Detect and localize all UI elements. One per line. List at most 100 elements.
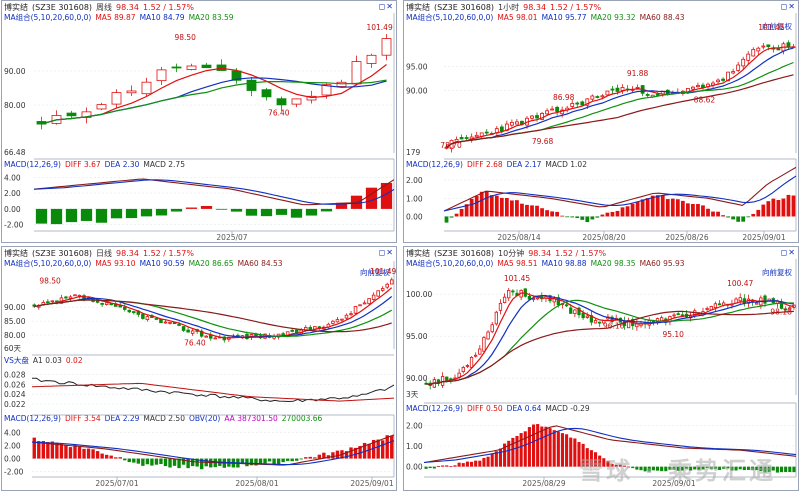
ma60-value: MA60 95.93 — [639, 259, 685, 268]
candle-body — [635, 323, 639, 328]
candle-body — [213, 337, 218, 340]
macd-histogram-bar — [680, 200, 685, 217]
macd-histogram-bar — [627, 466, 631, 468]
macd-histogram-bar — [199, 458, 204, 470]
candle-body — [494, 311, 498, 325]
ma60-value: MA60 88.43 — [639, 13, 685, 22]
macd-histogram-bar — [80, 208, 93, 221]
candle-body — [126, 90, 137, 94]
macd-histogram-bar — [454, 213, 459, 217]
price: 98.34 — [116, 249, 139, 258]
macd-histogram-bar — [600, 214, 605, 217]
candle-body — [199, 330, 204, 337]
macd-histogram-bar — [738, 466, 742, 470]
macd-histogram-bar — [689, 466, 693, 471]
macd-histogram-bar — [643, 466, 647, 472]
macd-histogram-bar — [635, 201, 640, 217]
daily-chart[interactable]: 90.00 85.00 80.00 98.50 101.49 76.40 60天 4.00 2.… — [2, 247, 396, 490]
fq-toggle[interactable]: 向前复权 — [360, 268, 390, 277]
panel-hourly[interactable]: 博实结 (SZ3E 301608) 1小时 98.34 1.52 / 1.57% ◻✕ … — [403, 0, 799, 243]
candle-body — [445, 376, 449, 381]
macd-histogram-bar — [560, 215, 565, 217]
candle-body — [141, 81, 152, 95]
macd-histogram-bar — [358, 446, 362, 459]
macd-histogram-bar — [141, 458, 145, 466]
min10-chart[interactable]: 100.00 95.00 90.00 101.45 100.47 96.16 95.10 98… — [404, 247, 798, 490]
candle-body — [186, 329, 190, 333]
macd-histogram-bar — [55, 442, 59, 459]
candle-body — [454, 139, 459, 142]
period-label[interactable]: 日线 — [96, 249, 113, 258]
period-label[interactable]: 1小时 — [498, 3, 520, 12]
ma-legend: MA组合(5,10,20,60,0,0) MA5 98.01 MA10 95.77 M… — [406, 12, 689, 23]
macd-histogram-bar — [441, 465, 445, 467]
macd-histogram-bar — [245, 208, 258, 216]
macd-histogram-bar — [50, 208, 63, 225]
macd-histogram-bar — [50, 441, 55, 459]
macd-histogram-bar — [320, 208, 333, 212]
macd-histogram-bar — [580, 216, 585, 220]
candle-body — [201, 64, 212, 69]
candle-body — [276, 98, 287, 106]
price-annotation: 98.18 — [770, 307, 792, 316]
hourly-chart[interactable]: 95.00 90.00 101.45 91.88 86.98 88.62 79.68 78.7… — [404, 1, 798, 242]
ma60-line — [425, 310, 794, 386]
ma5-value: MA5 93.10 — [95, 259, 136, 268]
fq-toggle[interactable]: 向前复权 — [762, 268, 792, 277]
window-controls[interactable]: ◻✕ — [780, 248, 796, 257]
diff-line — [33, 178, 395, 206]
candle-body — [172, 322, 177, 325]
macd-histogram-bar — [127, 458, 131, 463]
macd-histogram-bar — [650, 195, 655, 217]
macd-histogram-bar — [449, 216, 454, 218]
window-controls[interactable]: ◻✕ — [780, 2, 796, 11]
macd-histogram-bar — [432, 466, 436, 469]
macd-histogram-bar — [478, 460, 482, 467]
candle-body — [620, 87, 625, 91]
macd-histogram-bar — [711, 211, 715, 217]
weekly-chart[interactable]: 90.00 80.00 98.50 101.49 76.40 66.48 4.00 2.00 0… — [2, 1, 396, 242]
window-controls[interactable]: ◻✕ — [378, 2, 394, 11]
candle-body — [358, 304, 362, 307]
candle-body — [186, 65, 197, 70]
macd-histogram-bar — [136, 458, 141, 464]
panel-weekly[interactable]: 博实结 (SZ3E 301608) 周线 98.34 1.52 / 1.57% ◻✕ M… — [1, 0, 397, 243]
macd-histogram-bar — [479, 191, 484, 217]
candle-body — [626, 320, 631, 329]
macd-histogram-bar — [464, 204, 469, 217]
ma-label: MA组合(5,10,20,60,0,0) — [406, 13, 494, 22]
date-label: 2025/08/01 — [235, 479, 278, 488]
candle-body — [313, 326, 317, 330]
candle-body — [459, 137, 464, 140]
macd-histogram-bar — [784, 466, 788, 473]
price-annotation: 98.50 — [174, 33, 196, 42]
macd-histogram-bar — [640, 199, 645, 217]
candle-body — [261, 89, 272, 98]
macd-histogram-bar — [86, 448, 91, 459]
candle-body — [776, 48, 781, 51]
macd-histogram-bar — [585, 448, 589, 467]
candle-body — [366, 54, 377, 64]
macd-histogram-bar — [618, 464, 622, 467]
panel-daily[interactable]: 博实结 (SZ3E 301608) 日线 98.34 1.52 / 1.57% ◻✕ M… — [1, 246, 397, 491]
period-label[interactable]: 周线 — [96, 3, 113, 12]
window-controls[interactable]: ◻✕ — [378, 248, 394, 257]
macd-histogram-bar — [525, 204, 529, 217]
macd-histogram-bar — [494, 451, 498, 467]
candle-body — [570, 103, 575, 107]
price-tick-label: 90.00 — [406, 86, 428, 95]
panel-10min[interactable]: 博实结 (SZ3E 301608) 10分钟 98.34 1.52 / 1.57% ◻✕… — [403, 246, 799, 491]
macd-histogram-bar — [200, 205, 213, 209]
macd-histogram-bar — [645, 198, 650, 217]
macd-histogram-bar — [722, 466, 726, 469]
macd-histogram-bar — [118, 457, 122, 459]
price: 98.34 — [528, 249, 552, 258]
fq-toggle[interactable]: 向前复权 — [762, 22, 792, 31]
candle-body — [615, 87, 620, 92]
period-label[interactable]: 10分钟 — [498, 249, 525, 258]
macd-histogram-bar — [260, 208, 273, 217]
stock-name: 博实结 — [406, 3, 430, 12]
candle-body — [755, 302, 759, 305]
ma5-line — [446, 46, 794, 148]
diff-line — [31, 434, 395, 466]
